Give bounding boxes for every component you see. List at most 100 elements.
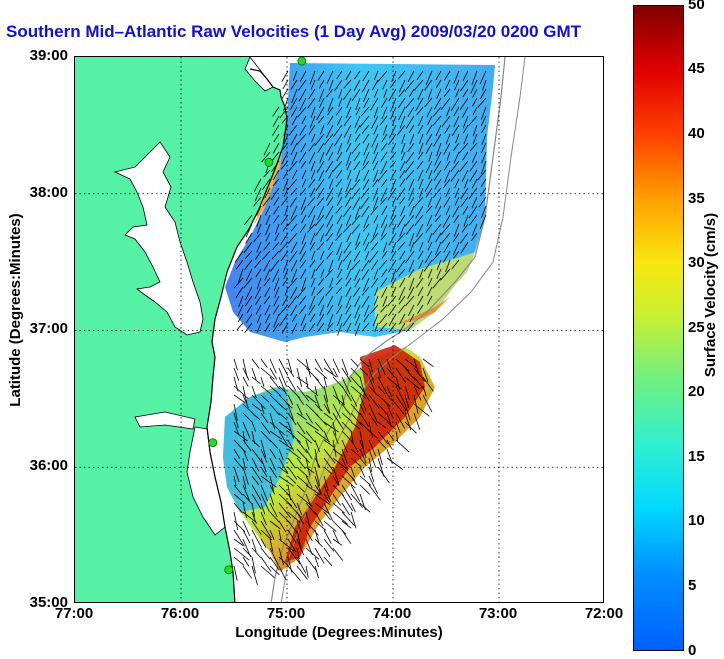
current-vector xyxy=(388,232,397,246)
current-vector xyxy=(317,241,325,251)
current-vector xyxy=(283,124,289,136)
current-vector xyxy=(462,124,469,134)
current-vector xyxy=(350,484,361,502)
radar-station-marker[interactable] xyxy=(297,57,307,66)
current-vector xyxy=(478,196,487,208)
current-vector xyxy=(256,322,262,333)
current-vector xyxy=(260,547,271,560)
current-vector xyxy=(388,124,397,139)
current-vector xyxy=(283,178,289,192)
current-vector xyxy=(433,160,442,174)
current-vector xyxy=(415,205,424,219)
current-vector xyxy=(287,232,298,244)
current-vector xyxy=(299,304,307,314)
current-vector xyxy=(369,304,379,315)
current-vector xyxy=(296,133,307,146)
current-vector xyxy=(442,214,451,228)
current-vector xyxy=(309,232,316,245)
current-vector xyxy=(287,529,297,544)
current-vector xyxy=(458,142,469,154)
current-vector xyxy=(332,493,341,506)
current-vector xyxy=(244,295,253,307)
current-vector xyxy=(404,214,415,227)
current-vector xyxy=(387,304,397,317)
current-vector xyxy=(263,277,271,287)
radar-station-marker[interactable] xyxy=(264,157,274,167)
current-vector xyxy=(235,259,244,270)
current-vector xyxy=(341,430,351,441)
current-vector xyxy=(414,214,424,227)
map-plot-area[interactable] xyxy=(74,56,604,603)
current-vector xyxy=(405,322,415,333)
current-vector xyxy=(427,277,433,287)
current-vector xyxy=(308,295,316,310)
current-vector xyxy=(451,124,460,137)
current-vector xyxy=(296,457,306,470)
current-vector xyxy=(315,178,325,192)
current-vector xyxy=(287,565,301,581)
current-vector xyxy=(291,169,298,180)
current-vector xyxy=(405,97,415,109)
current-vector xyxy=(299,124,307,136)
radar-station-marker[interactable] xyxy=(208,438,218,448)
current-vector xyxy=(359,385,370,402)
radar-station-marker[interactable] xyxy=(224,565,234,575)
current-vector xyxy=(282,223,289,232)
current-vector xyxy=(287,475,297,484)
current-vector xyxy=(413,403,430,417)
current-vector xyxy=(260,511,267,526)
current-vector xyxy=(471,232,478,242)
current-vector xyxy=(390,205,397,220)
current-vector xyxy=(265,313,271,324)
current-vector xyxy=(318,169,325,181)
current-vector xyxy=(299,151,307,163)
current-vector xyxy=(269,484,276,495)
current-vector xyxy=(395,412,406,429)
current-vector xyxy=(264,322,271,332)
current-vector xyxy=(263,259,271,272)
current-vector xyxy=(251,439,260,448)
current-vector xyxy=(388,313,397,327)
current-vector xyxy=(379,115,388,126)
current-vector xyxy=(270,187,280,201)
current-vector xyxy=(233,367,240,381)
current-vector xyxy=(260,394,270,403)
current-vector xyxy=(278,394,293,409)
current-vector xyxy=(413,196,424,208)
current-vector xyxy=(291,268,298,283)
current-vector xyxy=(251,538,257,552)
current-vector xyxy=(377,448,383,466)
current-vector xyxy=(260,529,272,541)
current-vector xyxy=(296,421,306,435)
current-vector xyxy=(260,412,269,423)
current-vector xyxy=(309,115,316,129)
current-vector xyxy=(469,142,478,152)
current-vector xyxy=(290,142,298,156)
current-vector xyxy=(454,79,460,91)
current-vector xyxy=(333,124,343,137)
current-vector xyxy=(269,430,283,440)
current-vector xyxy=(245,232,253,244)
current-vector xyxy=(287,214,298,227)
current-vector xyxy=(382,79,388,90)
current-vector xyxy=(301,214,307,224)
current-vector xyxy=(269,385,281,396)
current-vector xyxy=(233,565,238,581)
colorbar-tick: 45 xyxy=(688,60,705,77)
current-vector xyxy=(316,196,325,207)
current-vector xyxy=(341,412,352,422)
current-vector xyxy=(455,133,460,144)
current-vector xyxy=(378,322,388,333)
current-vector xyxy=(392,196,397,206)
current-vector xyxy=(389,169,397,181)
current-vector xyxy=(407,106,415,117)
current-vector xyxy=(233,538,244,546)
current-vector xyxy=(332,403,341,419)
current-vector xyxy=(233,385,249,400)
current-vector xyxy=(341,448,348,464)
current-vector xyxy=(288,124,298,136)
current-vector xyxy=(300,160,307,169)
current-vector xyxy=(269,439,278,449)
current-vector xyxy=(386,367,396,378)
current-vector xyxy=(354,205,361,220)
